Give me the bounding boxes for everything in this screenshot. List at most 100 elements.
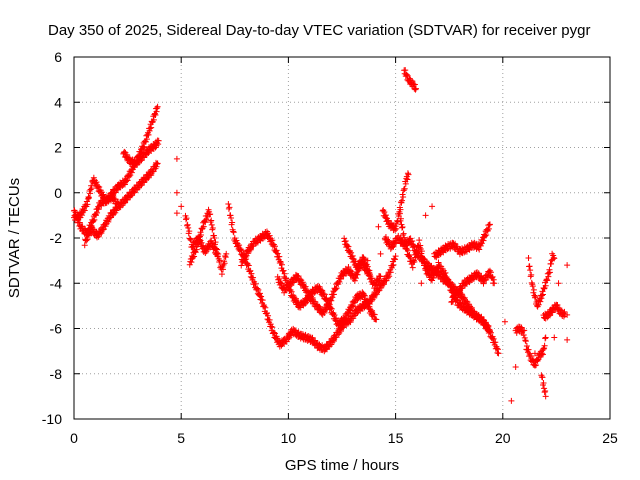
data-point bbox=[155, 141, 162, 148]
data-point bbox=[348, 249, 355, 256]
data-point bbox=[143, 136, 150, 143]
data-point bbox=[325, 303, 332, 310]
x-tick-label: 5 bbox=[177, 430, 185, 446]
data-point bbox=[461, 282, 468, 289]
data-point bbox=[362, 292, 369, 299]
data-point bbox=[347, 319, 354, 326]
data-point bbox=[542, 335, 549, 342]
data-point bbox=[518, 324, 525, 331]
data-point bbox=[400, 230, 407, 237]
data-point bbox=[397, 215, 404, 222]
data-point bbox=[88, 185, 95, 192]
data-point bbox=[87, 186, 94, 193]
data-point bbox=[392, 223, 399, 230]
data-point bbox=[400, 187, 407, 194]
data-point bbox=[83, 237, 90, 244]
data-point bbox=[525, 255, 532, 262]
data-point bbox=[242, 254, 249, 261]
data-point bbox=[421, 259, 428, 266]
data-point bbox=[375, 287, 382, 294]
data-point bbox=[564, 336, 571, 343]
data-point bbox=[545, 273, 552, 280]
data-point bbox=[417, 242, 424, 249]
data-point bbox=[542, 387, 549, 394]
data-point bbox=[263, 309, 270, 316]
data-point bbox=[326, 301, 333, 308]
data-point bbox=[331, 311, 338, 318]
data-point bbox=[347, 307, 354, 314]
data-point bbox=[399, 197, 406, 204]
data-point bbox=[229, 219, 236, 226]
data-point bbox=[278, 280, 285, 287]
data-point bbox=[90, 217, 97, 224]
data-point bbox=[276, 253, 283, 260]
data-point bbox=[456, 288, 463, 295]
data-point bbox=[402, 180, 409, 187]
y-tick-label: -4 bbox=[50, 275, 63, 291]
data-point bbox=[113, 205, 120, 212]
data-point bbox=[138, 157, 145, 164]
data-point bbox=[358, 259, 365, 266]
data-point bbox=[81, 242, 88, 249]
y-tick-label: 6 bbox=[54, 49, 62, 65]
data-point bbox=[402, 67, 409, 74]
data-point bbox=[486, 221, 493, 228]
data-point bbox=[95, 183, 102, 190]
data-point bbox=[550, 254, 557, 261]
data-point bbox=[207, 211, 214, 218]
data-point bbox=[340, 319, 347, 326]
data-point bbox=[482, 232, 489, 239]
data-point bbox=[274, 250, 281, 257]
data-point bbox=[192, 249, 199, 256]
data-point bbox=[540, 291, 546, 298]
data-point bbox=[207, 219, 214, 226]
data-point bbox=[512, 363, 519, 370]
data-point bbox=[178, 203, 185, 210]
data-point bbox=[247, 246, 254, 253]
data-point bbox=[455, 288, 462, 295]
data-point bbox=[397, 206, 404, 213]
data-point bbox=[152, 112, 159, 119]
data-point bbox=[501, 318, 508, 325]
data-point bbox=[399, 224, 406, 231]
data-point bbox=[454, 292, 461, 299]
data-point bbox=[94, 209, 101, 216]
y-tick-labels: -10 -8 -6 -4 -2 0 2 4 6 bbox=[42, 49, 62, 427]
data-point bbox=[270, 329, 277, 336]
data-point bbox=[344, 243, 351, 250]
data-point bbox=[256, 290, 263, 297]
data-point bbox=[435, 259, 442, 266]
data-point bbox=[458, 285, 465, 292]
data-point bbox=[273, 247, 280, 254]
data-point bbox=[212, 239, 219, 246]
data-point bbox=[461, 294, 468, 301]
data-point bbox=[354, 271, 361, 278]
data-point bbox=[551, 255, 558, 262]
data-point bbox=[337, 328, 344, 335]
data-point bbox=[537, 298, 544, 305]
data-point bbox=[540, 346, 547, 353]
data-point bbox=[121, 199, 128, 206]
data-point bbox=[323, 306, 330, 313]
data-point bbox=[527, 273, 534, 280]
data-point bbox=[79, 212, 86, 219]
data-point bbox=[541, 342, 548, 349]
data-point bbox=[444, 275, 451, 282]
data-point bbox=[422, 212, 429, 219]
y-tick-label: 0 bbox=[54, 185, 62, 201]
data-point bbox=[349, 270, 356, 277]
data-point bbox=[476, 246, 483, 253]
data-point bbox=[148, 124, 155, 131]
data-point bbox=[202, 219, 209, 226]
data-point bbox=[211, 235, 218, 242]
data-point bbox=[390, 243, 397, 250]
data-point bbox=[313, 340, 320, 346]
data-point bbox=[528, 271, 535, 278]
data-point bbox=[412, 85, 419, 92]
data-point bbox=[245, 262, 252, 269]
data-point bbox=[419, 254, 426, 261]
data-point bbox=[225, 201, 232, 208]
data-point bbox=[154, 103, 161, 110]
data-point bbox=[409, 238, 416, 245]
data-point bbox=[215, 255, 222, 262]
